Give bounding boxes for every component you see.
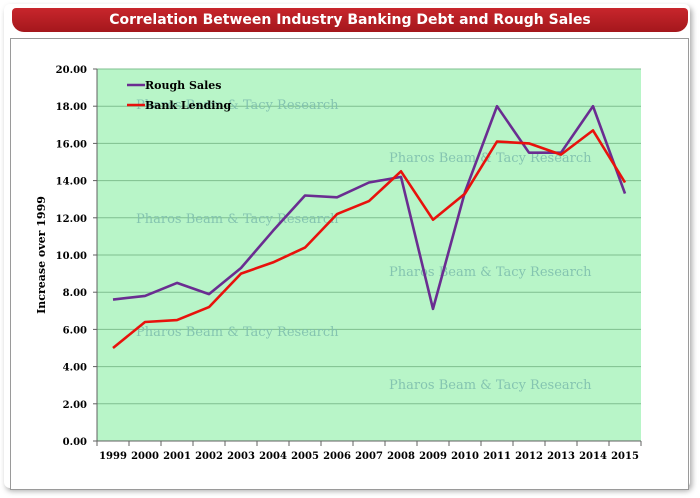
series-lines xyxy=(112,104,627,350)
chart-title-banner: Correlation Between Industry Banking Deb… xyxy=(12,8,688,32)
x-tick-labels: 1999 2000 2001 2002 2003 2004 2005 2006 2007 2008… xyxy=(99,451,639,462)
legend-label: Bank Lending xyxy=(145,99,231,112)
y-tick-label: 10.00 xyxy=(56,251,87,262)
y-tick-label: 6.00 xyxy=(63,325,87,336)
x-tick-label: 2015 xyxy=(611,451,639,462)
y-tick-label: 0.00 xyxy=(63,437,87,448)
y-tick-label: 14.00 xyxy=(56,177,87,188)
x-tick-label: 2012 xyxy=(515,451,543,462)
x-tick-label: 2000 xyxy=(131,451,159,462)
x-tick-label: 1999 xyxy=(99,451,127,462)
y-axis-title: Increase over 1999 xyxy=(35,196,48,314)
x-tick-label: 2010 xyxy=(451,451,479,462)
x-tick-label: 2001 xyxy=(163,451,191,462)
gridlines xyxy=(97,68,641,405)
watermark-text: Pharos Beam & Tacy Research xyxy=(389,265,592,280)
x-tick-label: 2007 xyxy=(355,451,383,462)
axes xyxy=(93,68,642,446)
watermarks: Pharos Beam & Tacy Research Pharos Beam &… xyxy=(136,98,592,393)
x-tick-label: 2006 xyxy=(323,451,351,462)
y-tick-label: 18.00 xyxy=(56,102,87,113)
x-tick-label: 2013 xyxy=(547,451,575,462)
y-tick-labels: 0.00 2.00 4.00 6.00 8.00 10.00 12.00 14.00 16.00… xyxy=(56,65,87,448)
y-tick-label: 8.00 xyxy=(63,288,87,299)
x-tick-label: 2005 xyxy=(291,451,319,462)
watermark-text: Pharos Beam & Tacy Research xyxy=(136,98,339,113)
x-tick-label: 2009 xyxy=(419,451,447,462)
watermark-text: Pharos Beam & Tacy Research xyxy=(389,378,592,393)
legend: Rough Sales Bank Lending xyxy=(127,79,231,112)
x-tick-label: 2008 xyxy=(387,451,415,462)
x-tick-label: 2003 xyxy=(227,451,255,462)
y-tick-label: 4.00 xyxy=(63,363,87,374)
watermark-text: Pharos Beam & Tacy Research xyxy=(136,325,339,340)
x-tick-label: 2004 xyxy=(259,451,287,462)
x-tick-label: 2014 xyxy=(579,451,607,462)
series-line-bank-lending xyxy=(112,129,627,350)
y-tick-label: 16.00 xyxy=(56,139,87,150)
x-tick-label: 2011 xyxy=(483,451,511,462)
y-tick-label: 2.00 xyxy=(63,400,87,411)
y-tick-label: 20.00 xyxy=(56,65,87,76)
y-tick-label: 12.00 xyxy=(56,214,87,225)
series-line-rough-sales xyxy=(112,104,627,311)
legend-label: Rough Sales xyxy=(145,79,221,92)
watermark-text: Pharos Beam & Tacy Research xyxy=(136,212,339,227)
x-tick-label: 2002 xyxy=(195,451,223,462)
watermark-text: Pharos Beam & Tacy Research xyxy=(389,151,592,166)
